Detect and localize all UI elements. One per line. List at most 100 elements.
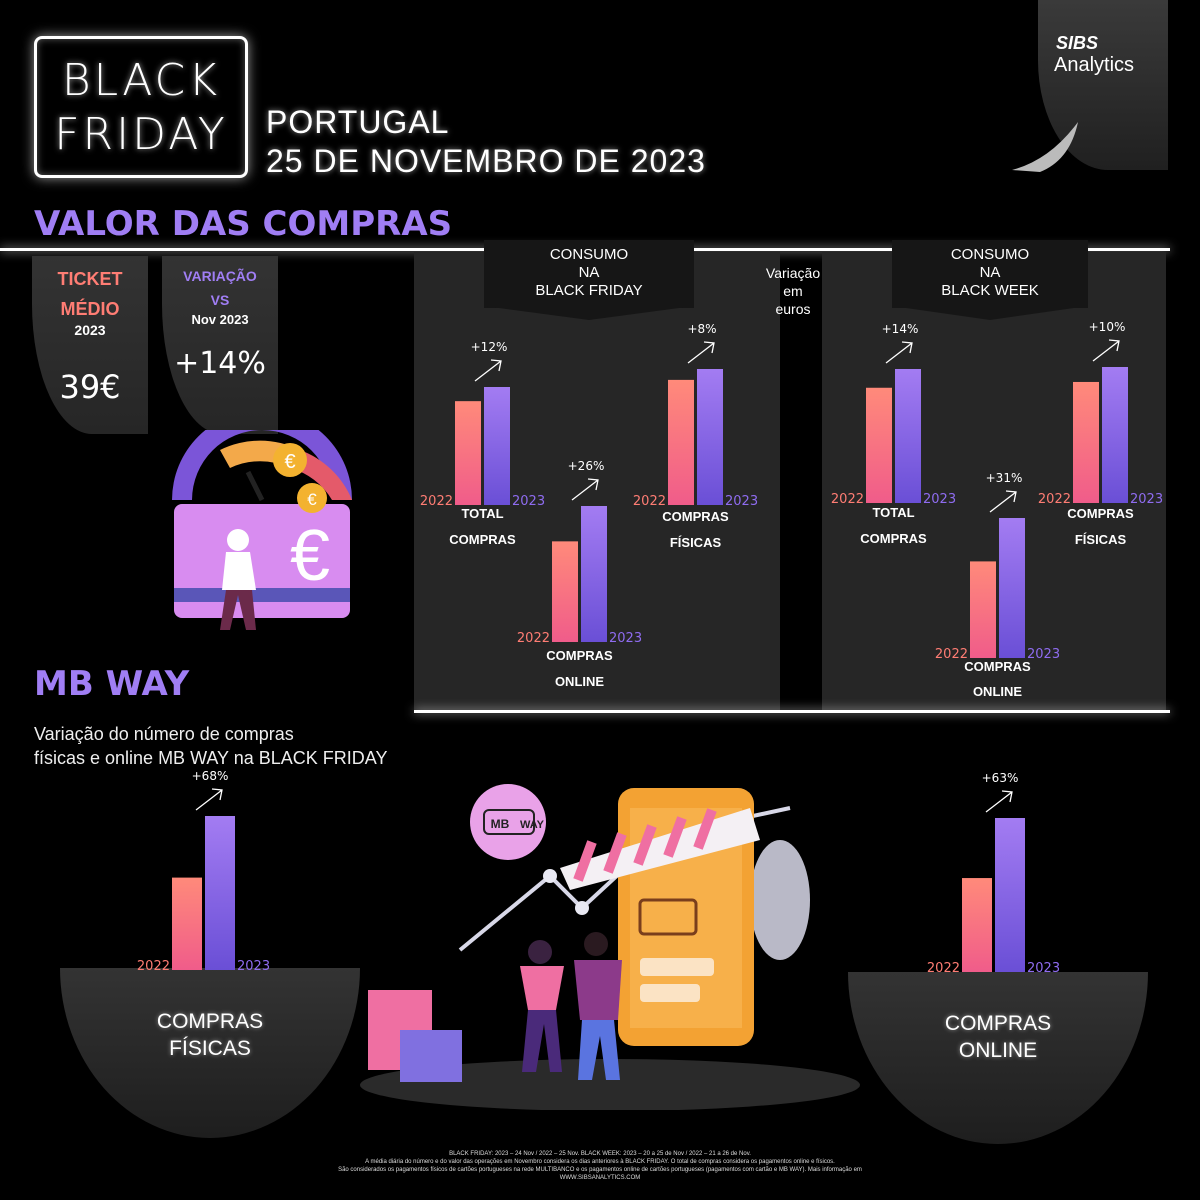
tick-label-2022: 2022 — [517, 631, 550, 646]
trend-arrow-icon — [571, 478, 599, 501]
trend-arrow-icon — [195, 788, 223, 811]
change-label: +8% — [687, 322, 716, 336]
ribbon-bw-line-3: BLACK WEEK — [941, 282, 1039, 299]
chart-title-line-2: ONLINE — [555, 674, 604, 689]
bar-2022 — [962, 878, 992, 972]
divider-middle — [414, 710, 1170, 713]
variacao-value: +14% — [174, 346, 266, 381]
footer-line-1: BLACK FRIDAY: 2023 – 24 Nov / 2022 – 25 … — [449, 1151, 751, 1157]
event-date: 25 DE NOVEMBRO DE 2023 — [266, 143, 706, 179]
variacao-period: Nov 2023 — [191, 312, 249, 327]
change-label: +12% — [471, 340, 508, 354]
chart-title-line-1: COMPRAS — [964, 659, 1031, 674]
bowl-online-line-1: COMPRAS — [944, 1012, 1052, 1035]
tick-label-2022: 2022 — [420, 494, 453, 509]
trend-arrow-icon — [687, 341, 715, 364]
tick-label-2023: 2023 — [1027, 961, 1060, 976]
ticket-year: 2023 — [74, 322, 106, 338]
bowl-fisicas-line-1: COMPRAS — [156, 1010, 264, 1033]
trend-arrow-icon — [885, 341, 913, 364]
ticket-meter-illustration-icon: € € € — [172, 430, 352, 630]
trend-arrow-icon — [1092, 339, 1120, 362]
bar-2022 — [172, 877, 202, 970]
chart-title-line-2: COMPRAS — [860, 531, 927, 546]
bar-2023 — [205, 816, 235, 970]
tick-label-2022: 2022 — [1038, 492, 1071, 507]
ribbon-bf-line-1: CONSUMO — [549, 246, 629, 263]
tick-label-2022: 2022 — [137, 959, 170, 974]
ribbon-black-friday: CONSUMO NA BLACK FRIDAY — [484, 240, 694, 308]
tick-label-2022: 2022 — [927, 961, 960, 976]
footer-line-4: WWW.SIBSANALYTICS.COM — [559, 1175, 641, 1181]
tick-label-2023: 2023 — [609, 631, 642, 646]
footer-line-3: São considerados os pagamentos físicos d… — [338, 1167, 862, 1173]
bar-2023 — [999, 518, 1025, 658]
tick-label-2023: 2023 — [1130, 492, 1163, 507]
mbway-subtitle-1: Variação do número de compras — [34, 724, 294, 744]
chart-title-line-2: FÍSICAS — [670, 535, 722, 550]
change-label: +68% — [192, 769, 229, 783]
bar-2022 — [970, 561, 996, 658]
tick-label-2023: 2023 — [923, 492, 956, 507]
ribbon-bw-line-1: CONSUMO — [950, 246, 1030, 263]
trend-arrow-icon — [989, 490, 1017, 513]
bar-2022 — [866, 387, 892, 503]
chart-title-line-1: TOTAL — [461, 506, 503, 521]
tick-label-2023: 2023 — [237, 959, 270, 974]
footer-notes: BLACK FRIDAY: 2023 – 24 Nov / 2022 – 25 … — [150, 1150, 1050, 1182]
page-curl-icon — [1012, 122, 1078, 172]
ribbon-bw-line-2: NA — [979, 264, 1001, 281]
svg-text:€: € — [284, 451, 295, 473]
ticket-label-1: TICKET — [57, 269, 123, 289]
tick-label-2022: 2022 — [831, 492, 864, 507]
bar-2023 — [484, 387, 510, 505]
logo-line-1: BLACK — [61, 55, 221, 106]
tick-label-2022: 2022 — [935, 647, 968, 662]
mbway-badge-way: WAY — [520, 819, 545, 831]
bowl-fisicas-line-2: FÍSICAS — [169, 1037, 251, 1060]
change-label: +14% — [882, 322, 919, 336]
chart-title-line-1: COMPRAS — [1067, 506, 1134, 521]
change-label: +26% — [568, 459, 605, 473]
trend-arrow-icon — [474, 359, 502, 382]
chart-title-line-1: COMPRAS — [662, 509, 729, 524]
bar-2023 — [1102, 367, 1128, 503]
svg-text:€: € — [290, 516, 330, 596]
chart-title-line-2: COMPRAS — [449, 532, 516, 547]
change-label: +31% — [986, 471, 1023, 485]
ribbon-bf-tip — [484, 306, 694, 320]
bar-2023 — [995, 818, 1025, 972]
ribbon-black-week: CONSUMO NA BLACK WEEK — [892, 240, 1088, 308]
mbway-subtitle: Variação do número de compras físicas e … — [34, 722, 387, 770]
ribbon-bw-tip — [892, 306, 1088, 320]
variation-note-3: euros — [775, 301, 811, 317]
mbway-subtitle-2: físicas e online MB WAY na BLACK FRIDAY — [34, 748, 388, 768]
tick-label-2022: 2022 — [633, 494, 666, 509]
bar-2023 — [697, 369, 723, 505]
chart-title-line-1: COMPRAS — [546, 648, 613, 663]
section-title-valor: VALOR DAS COMPRAS — [34, 204, 453, 244]
ticket-value: 39€ — [59, 368, 121, 406]
bar-2023 — [581, 506, 607, 642]
svg-text:€: € — [307, 490, 317, 509]
bar-2022 — [455, 401, 481, 505]
logo-line-2: FRIDAY — [54, 109, 228, 160]
variation-note-1: Variação — [765, 265, 821, 281]
shopping-illustration-icon: MB WAY — [360, 784, 860, 1110]
variacao-label-1: VARIAÇÃO — [183, 268, 257, 284]
variation-note: Variação em euros — [758, 264, 828, 318]
change-label: +63% — [982, 771, 1019, 785]
tick-label-2023: 2023 — [1027, 647, 1060, 662]
bar-2022 — [1073, 381, 1099, 503]
section-title-mbway: MB WAY — [34, 664, 190, 704]
variacao-label-2: VS — [210, 292, 230, 308]
chart-title-line-2: ONLINE — [973, 684, 1022, 699]
tick-label-2023: 2023 — [512, 494, 545, 509]
change-label: +10% — [1089, 320, 1126, 334]
bar-2022 — [552, 541, 578, 642]
country: PORTUGAL — [266, 104, 450, 140]
ticket-label-2: MÉDIO — [60, 299, 120, 319]
mbway-badge-mb: MB — [491, 817, 510, 831]
bar-2022 — [668, 379, 694, 505]
